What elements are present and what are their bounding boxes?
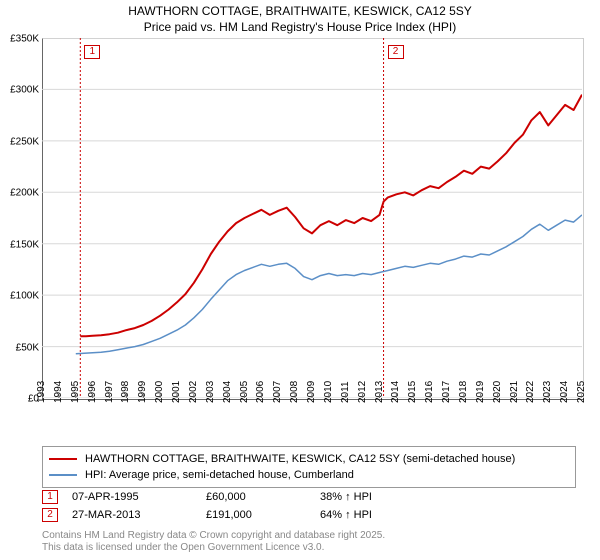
y-tick-label: £150K xyxy=(10,239,39,250)
legend-item: HPI: Average price, semi-detached house,… xyxy=(49,467,569,483)
sale-delta: 64% ↑ HPI xyxy=(320,506,386,524)
sale-price: £191,000 xyxy=(206,506,320,524)
legend-swatch xyxy=(49,458,77,460)
attribution: Contains HM Land Registry data © Crown c… xyxy=(42,530,385,554)
y-tick-label: £300K xyxy=(10,85,39,96)
legend-swatch xyxy=(49,474,77,476)
legend: HAWTHORN COTTAGE, BRAITHWAITE, KESWICK, … xyxy=(42,446,576,488)
sale-marker: 1 xyxy=(42,490,58,504)
sale-row: 1 07-APR-1995£60,00038% ↑ HPI xyxy=(42,488,386,506)
sale-row: 2 27-MAR-2013£191,00064% ↑ HPI xyxy=(42,506,386,524)
sale-price: £60,000 xyxy=(206,488,320,506)
chart-subtitle: Price paid vs. HM Land Registry's House … xyxy=(0,20,600,34)
attribution-line2: This data is licensed under the Open Gov… xyxy=(42,542,385,554)
y-tick-label: £250K xyxy=(10,136,39,147)
y-tick-label: £350K xyxy=(10,34,39,45)
sale-delta: 38% ↑ HPI xyxy=(320,488,386,506)
y-tick-label: £50K xyxy=(16,342,39,353)
y-tick-label: £100K xyxy=(10,291,39,302)
legend-label: HAWTHORN COTTAGE, BRAITHWAITE, KESWICK, … xyxy=(85,453,515,465)
sale-marker: 2 xyxy=(42,508,58,522)
attribution-line1: Contains HM Land Registry data © Crown c… xyxy=(42,530,385,542)
chart-title: HAWTHORN COTTAGE, BRAITHWAITE, KESWICK, … xyxy=(0,0,600,20)
chart-area: £0£50K£100K£150K£200K£250K£300K£350K1993… xyxy=(0,38,600,438)
sale-date: 07-APR-1995 xyxy=(72,488,206,506)
legend-label: HPI: Average price, semi-detached house,… xyxy=(85,469,354,481)
legend-item: HAWTHORN COTTAGE, BRAITHWAITE, KESWICK, … xyxy=(49,451,569,467)
sale-date: 27-MAR-2013 xyxy=(72,506,206,524)
sales-table: 1 07-APR-1995£60,00038% ↑ HPI 2 27-MAR-2013… xyxy=(42,488,386,524)
y-tick-label: £200K xyxy=(10,188,39,199)
plot-svg xyxy=(42,38,582,398)
